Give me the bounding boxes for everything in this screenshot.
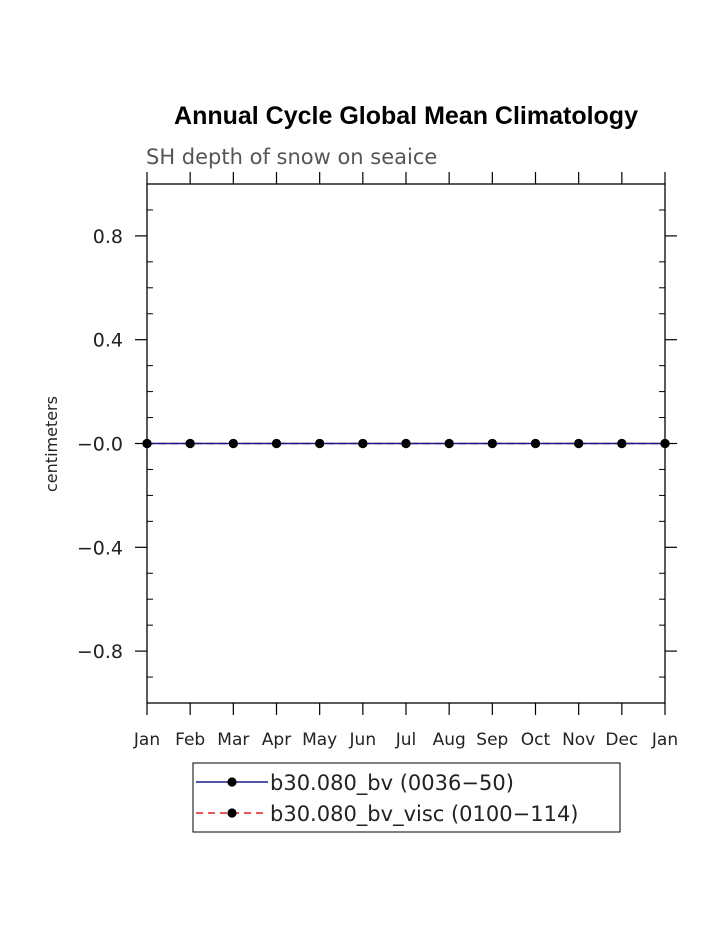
x-tick-label: May <box>302 730 337 750</box>
series-point <box>660 438 670 449</box>
y-tick-label: 0.4 <box>93 330 123 352</box>
y-tick-label: −0.4 <box>77 537 123 559</box>
x-tick-label: Jan <box>651 730 678 750</box>
x-tick-label: Dec <box>605 730 638 750</box>
y-axis-label: centimeters <box>42 396 61 492</box>
x-tick-label: Nov <box>562 730 595 750</box>
series-point <box>487 438 497 449</box>
legend-label: b30.080_bv (0036−50) <box>270 771 514 796</box>
chart-subtitle: SH depth of snow on seaice <box>146 145 437 169</box>
series-layer <box>142 438 670 449</box>
x-tick-label: Sep <box>476 730 508 750</box>
series-point <box>228 438 238 449</box>
y-tick-labels: 0.8 0.4 −0.0 −0.4 −0.8 <box>77 226 123 663</box>
x-tick-label: Apr <box>262 730 291 750</box>
y-tick-label: −0.8 <box>77 641 123 663</box>
y-tick-label: 0.8 <box>93 226 123 248</box>
series-point <box>617 438 627 449</box>
legend: b30.080_bv (0036−50) b30.080_bv_visc (010… <box>196 771 579 827</box>
x-tick-labels: Jan Feb Mar Apr May Jun Jul Aug Sep Oct Nov Dec Jan <box>133 730 678 750</box>
legend-marker <box>227 777 237 787</box>
x-tick-label: Jun <box>349 730 377 750</box>
series-point <box>444 438 454 449</box>
series-point <box>185 438 195 449</box>
x-tick-label: Oct <box>521 730 551 750</box>
x-tick-label: Jan <box>133 730 160 750</box>
x-tick-label: Jul <box>395 730 417 750</box>
axis-ticks <box>135 172 677 715</box>
chart-title: Annual Cycle Global Mean Climatology <box>174 102 638 130</box>
legend-label: b30.080_bv_visc (0100−114) <box>270 802 579 827</box>
series-point <box>401 438 411 449</box>
x-tick-label: Mar <box>217 730 249 750</box>
series-point <box>271 438 282 449</box>
series-point <box>574 438 584 449</box>
legend-box <box>192 762 621 833</box>
series-point <box>315 438 325 449</box>
series-point <box>358 438 368 449</box>
legend-marker <box>227 808 237 818</box>
x-tick-label: Aug <box>433 730 466 750</box>
y-tick-label: −0.0 <box>77 434 123 456</box>
series-point <box>142 438 152 449</box>
series-point <box>530 438 541 449</box>
x-tick-label: Feb <box>175 730 205 750</box>
